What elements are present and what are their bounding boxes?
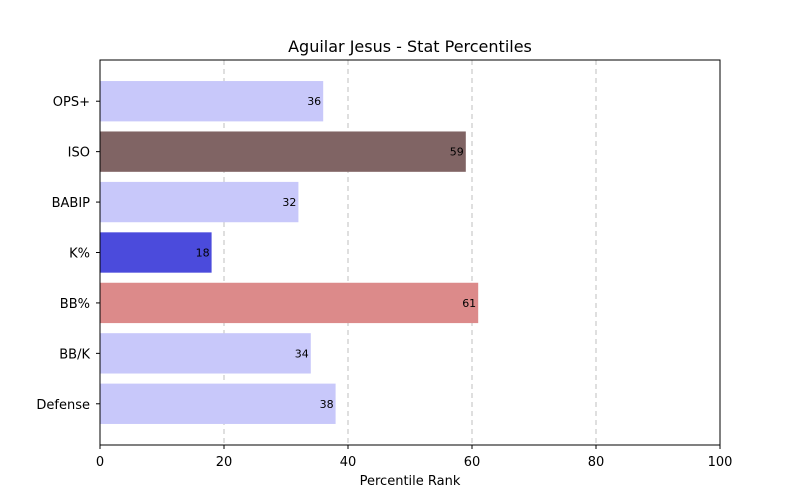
x-axis-label: Percentile Rank bbox=[360, 474, 461, 489]
y-tick-label: OPS+ bbox=[53, 95, 90, 110]
bar bbox=[100, 232, 212, 273]
x-axis-ticks: 0 20 40 60 80 100 bbox=[96, 445, 733, 470]
y-tick-label: Defense bbox=[36, 398, 90, 413]
y-tick-label: ISO bbox=[68, 146, 90, 161]
bar-value-label: 32 bbox=[282, 196, 296, 209]
bar-value-label: 36 bbox=[307, 95, 321, 108]
bar-value-label: 59 bbox=[450, 146, 464, 159]
bar-value-label: 61 bbox=[462, 297, 476, 310]
bar bbox=[100, 81, 324, 122]
bar bbox=[100, 181, 299, 223]
bar bbox=[100, 383, 336, 424]
y-axis-ticks: OPS+ ISO BABIP K% BB% BB/K Defense bbox=[36, 95, 100, 413]
bars: 36 59 32 18 61 34 38 bbox=[100, 81, 479, 424]
y-tick-label: BB% bbox=[60, 297, 90, 312]
bar-value-label: 38 bbox=[320, 398, 334, 411]
x-tick-label: 40 bbox=[340, 455, 357, 470]
bar-value-label: 34 bbox=[295, 347, 309, 360]
gridlines bbox=[223, 60, 597, 445]
x-tick-label: 60 bbox=[464, 455, 481, 470]
bar bbox=[100, 131, 466, 172]
x-tick-label: 100 bbox=[708, 455, 733, 470]
x-tick-label: 80 bbox=[588, 455, 605, 470]
y-tick-label: K% bbox=[69, 247, 90, 262]
bar bbox=[100, 282, 479, 324]
x-tick-label: 0 bbox=[96, 455, 104, 470]
bar bbox=[100, 333, 311, 374]
y-tick-label: BB/K bbox=[59, 347, 90, 362]
y-tick-label: BABIP bbox=[52, 196, 91, 211]
x-tick-label: 20 bbox=[216, 455, 233, 470]
bar-value-label: 18 bbox=[196, 247, 210, 260]
chart-title: Aguilar Jesus - Stat Percentiles bbox=[288, 37, 532, 56]
